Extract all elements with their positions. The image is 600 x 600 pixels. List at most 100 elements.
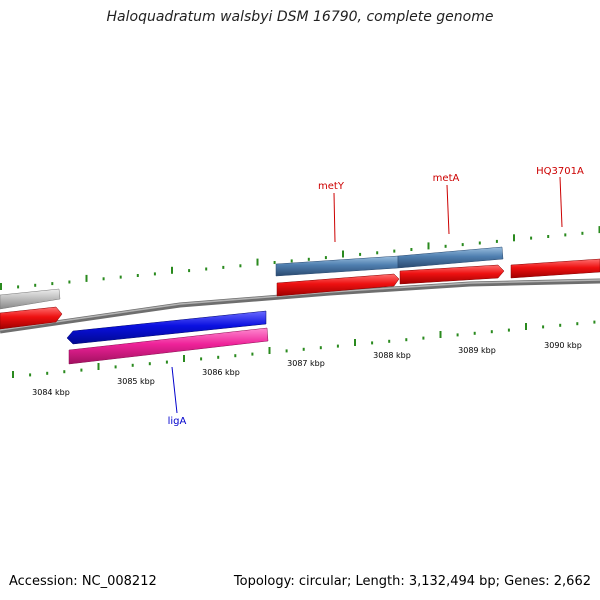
scale-label-3089: 3089 kbp (458, 346, 496, 355)
scale-label-3086: 3086 kbp (202, 368, 240, 377)
minor-tick (473, 331, 476, 335)
minor-tick (222, 265, 225, 269)
steel-feature-1[interactable] (275, 255, 399, 277)
major-tick (598, 226, 600, 234)
red-gene-HQ3701A[interactable] (510, 258, 600, 279)
minor-tick (319, 346, 322, 350)
major-tick (354, 339, 356, 346)
metA-leader-line (446, 184, 450, 235)
minor-tick (290, 259, 293, 263)
minor-tick (547, 235, 550, 238)
minor-tick (542, 325, 545, 329)
minor-tick (307, 257, 310, 261)
pink-gene-ligA[interactable] (68, 327, 269, 365)
minor-tick (200, 357, 203, 361)
minor-tick (324, 256, 327, 260)
minor-tick (456, 333, 459, 337)
minor-tick (188, 269, 191, 273)
minor-tick (205, 267, 208, 271)
major-tick (0, 283, 2, 290)
minor-tick (217, 355, 220, 359)
minor-tick (273, 261, 276, 264)
minor-tick (530, 236, 533, 240)
major-tick (183, 355, 185, 362)
minor-tick (51, 282, 54, 286)
major-tick (268, 347, 271, 354)
minor-tick (102, 277, 105, 281)
ligA-leader-line (171, 366, 178, 414)
minor-tick (559, 323, 562, 327)
major-tick (171, 266, 173, 274)
minor-tick (234, 354, 237, 358)
major-tick (85, 274, 88, 282)
minor-tick (405, 338, 408, 342)
minor-tick (302, 347, 305, 351)
minor-tick (131, 363, 134, 367)
minor-tick (68, 280, 71, 284)
major-tick (525, 323, 527, 330)
major-tick (256, 258, 259, 266)
minor-tick (119, 275, 122, 279)
minor-tick (148, 362, 151, 366)
minor-tick (581, 231, 584, 235)
minor-tick (371, 341, 374, 345)
minor-tick (17, 285, 20, 289)
accession-label: Accession: NC_008212 (9, 574, 157, 589)
minor-tick (564, 233, 567, 237)
topology-label: Topology: circular; Length: 3,132,494 bp… (233, 574, 591, 589)
red-gene-metY[interactable] (276, 273, 400, 297)
lower-tick-marks (12, 320, 596, 378)
scale-label-3090: 3090 kbp (544, 341, 582, 350)
major-tick (97, 363, 100, 370)
minor-tick (165, 360, 168, 364)
minor-tick (34, 283, 37, 287)
minor-tick (153, 272, 156, 276)
minor-tick (393, 249, 396, 253)
minor-tick (376, 251, 379, 255)
major-tick (439, 331, 442, 338)
minor-tick (80, 368, 83, 372)
minor-tick (478, 241, 481, 245)
minor-tick (593, 320, 596, 324)
gene-label-HQ3701A[interactable]: HQ3701A (536, 166, 584, 177)
minor-tick (114, 365, 117, 369)
scale-label-3084: 3084 kbp (32, 388, 70, 397)
minor-tick (444, 244, 447, 248)
major-tick (342, 250, 344, 258)
steel-feature-2[interactable] (397, 246, 504, 269)
minor-tick (507, 328, 510, 332)
minor-tick (410, 248, 413, 251)
scale-label-3087: 3087 kbp (287, 359, 325, 368)
minor-tick (461, 243, 464, 247)
red-gene-metA[interactable] (399, 264, 505, 285)
gene-label-metY[interactable]: metY (318, 181, 345, 192)
minor-tick (46, 371, 49, 375)
genome-backbone (0, 278, 600, 334)
minor-tick (490, 330, 493, 334)
minor-tick (576, 322, 579, 326)
blue-gene-ligA[interactable] (66, 310, 267, 345)
scale-label-3088: 3088 kbp (373, 351, 411, 360)
scale-label-3085: 3085 kbp (117, 377, 155, 386)
major-tick (427, 242, 430, 250)
genome-title: Haloquadratum walsbyi DSM 16790, complet… (106, 9, 494, 25)
minor-tick (239, 264, 242, 268)
minor-tick (285, 349, 288, 353)
major-tick (12, 371, 14, 378)
minor-tick (495, 239, 498, 243)
minor-tick (359, 252, 362, 256)
upper-tick-marks (0, 226, 600, 290)
red-gene-left[interactable] (0, 306, 63, 330)
grey-feature[interactable] (0, 288, 61, 310)
metY-leader-line (333, 192, 336, 243)
minor-tick (422, 336, 425, 340)
gene-label-ligA[interactable]: ligA (168, 416, 187, 427)
major-tick (513, 234, 515, 242)
minor-tick (388, 339, 391, 343)
minor-tick (336, 344, 339, 348)
HQ3701A-leader-line (559, 176, 563, 228)
minor-tick (63, 370, 66, 374)
gene-label-metA[interactable]: metA (433, 173, 460, 184)
